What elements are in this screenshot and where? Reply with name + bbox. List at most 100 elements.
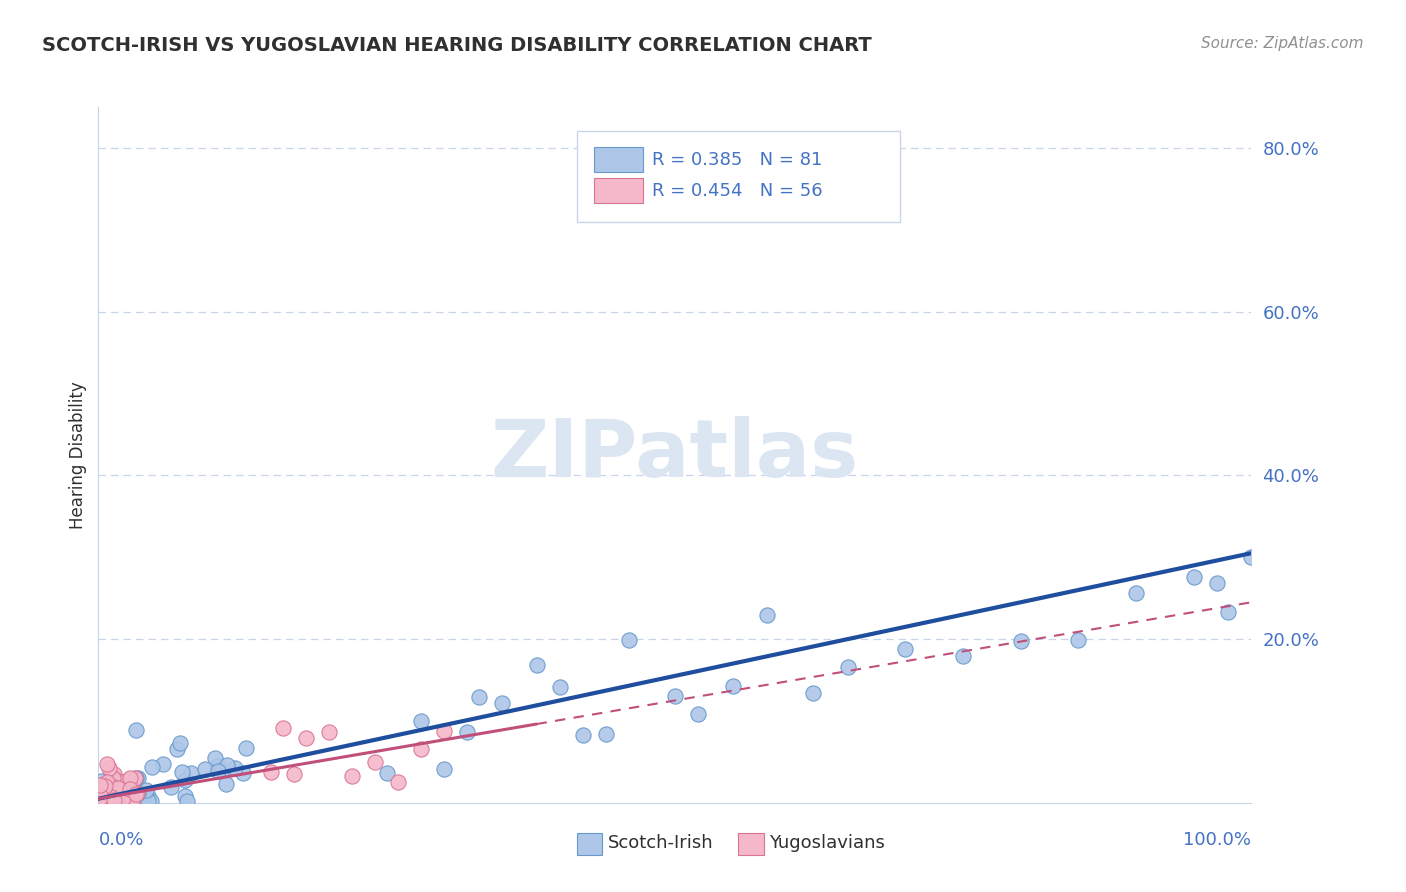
Point [174,789,197,803]
Point [112,794,135,808]
Point [111,794,134,808]
Point [180,766,202,780]
Point [118,794,141,808]
Text: R = 0.454   N = 56: R = 0.454 N = 56 [652,182,823,200]
Point [124,771,146,785]
Point [107,773,129,788]
Point [117,772,139,787]
Point [121,794,143,808]
Point [97,794,120,808]
Text: 100.0%: 100.0% [1184,830,1251,848]
Point [204,751,226,765]
Point [111,791,134,805]
Point [104,772,127,787]
Point [94,780,117,794]
Point [127,786,149,800]
Point [571,728,593,742]
Point [894,641,917,656]
Point [387,775,409,789]
Point [1010,634,1032,648]
Point [96,794,118,808]
Point [105,792,128,806]
Point [141,760,163,774]
Point [211,763,233,777]
Point [96,794,118,808]
Point [215,776,238,790]
Point [96,794,118,808]
Point [340,769,363,783]
Point [170,764,193,779]
Point [595,727,617,741]
Point [104,783,127,797]
Bar [738,833,763,855]
Point [124,788,146,802]
Point [1218,605,1240,619]
Point [111,794,134,808]
Point [89,794,111,808]
Point [108,787,131,801]
Point [271,721,294,735]
Point [122,779,145,793]
Point [107,788,129,802]
Text: R = 0.385   N = 81: R = 0.385 N = 81 [652,151,823,169]
Point [98,771,121,785]
Point [124,772,146,786]
Point [207,764,229,778]
Point [114,794,136,808]
Point [103,789,125,803]
Point [411,714,433,728]
Point [224,761,246,775]
Point [166,742,188,756]
Point [837,660,859,674]
Point [125,771,148,785]
Point [100,790,122,805]
Point [114,794,136,808]
Point [173,773,195,788]
Point [91,780,114,795]
Point [232,766,254,780]
Point [411,741,433,756]
Point [96,757,118,772]
Point [205,759,228,773]
Point [127,786,149,800]
Point [103,767,125,781]
Point [111,791,134,805]
Point [160,780,183,794]
Point [108,779,131,793]
Text: ZIPatlas: ZIPatlas [491,416,859,494]
Point [456,724,478,739]
Text: 0.0%: 0.0% [98,830,143,848]
Point [952,648,974,663]
Point [103,776,125,790]
Point [194,762,217,776]
Point [364,756,387,770]
Point [169,736,191,750]
Point [90,774,112,789]
Point [96,774,118,789]
Point [283,766,305,780]
Point [215,757,238,772]
Point [125,723,148,738]
Point [617,632,640,647]
Point [235,740,257,755]
Y-axis label: Hearing Disability: Hearing Disability [69,381,87,529]
Point [127,771,149,785]
Point [90,794,112,808]
Point [260,764,283,779]
Point [756,607,779,622]
Bar [576,833,602,855]
Point [118,781,141,796]
Point [121,794,143,808]
Point [96,794,118,808]
Point [134,787,156,801]
Point [1182,570,1205,584]
Point [103,793,125,807]
Point [87,794,110,808]
Point [1205,575,1227,590]
Point [97,761,120,775]
Point [98,794,121,808]
Point [104,794,127,808]
Point [107,774,129,789]
Point [101,771,124,785]
Point [468,690,491,704]
